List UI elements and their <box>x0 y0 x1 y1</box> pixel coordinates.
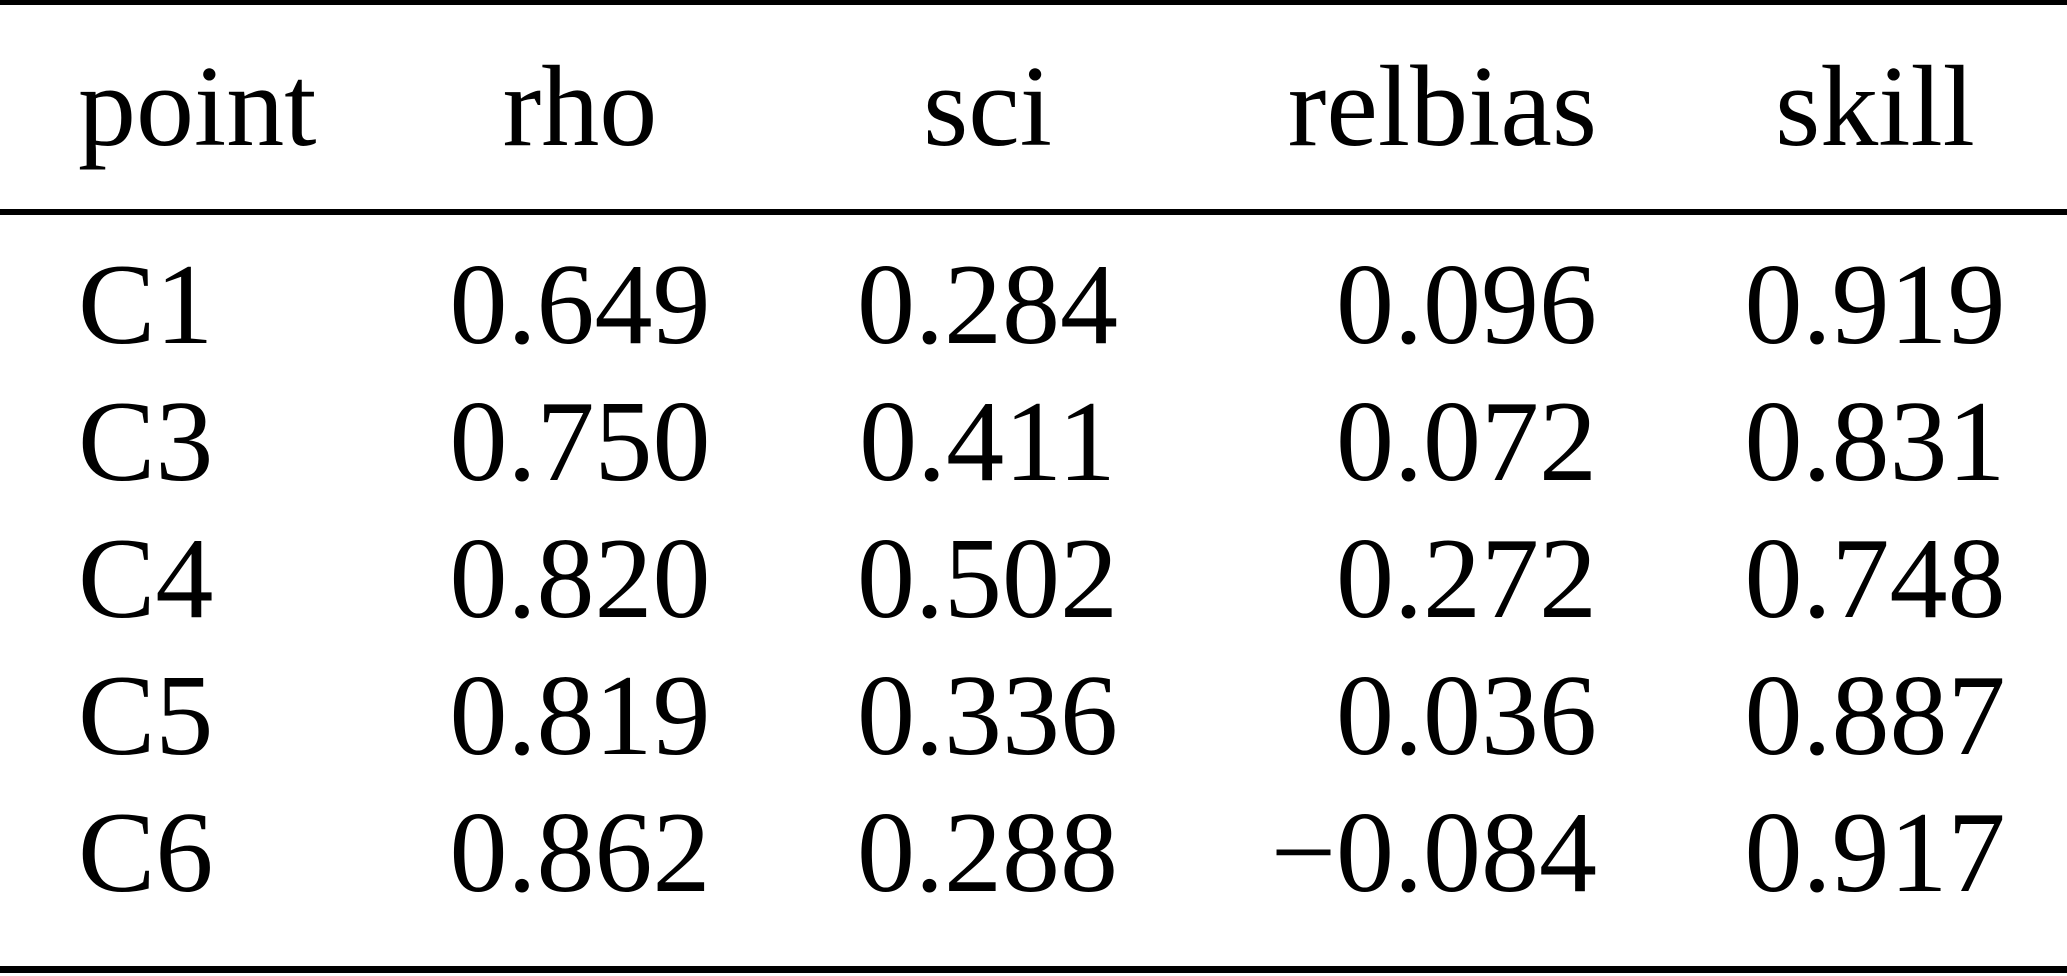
column-header-rho: rho <box>502 42 658 171</box>
cell-rho: 0.649 <box>449 241 711 369</box>
cell-point: C6 <box>78 789 214 917</box>
table-top-rule <box>0 0 2067 5</box>
cell-rho: 0.819 <box>449 652 711 780</box>
cell-skill: 0.887 <box>1744 652 2006 780</box>
cell-relbias: 0.036 <box>1336 652 1597 780</box>
table-row-c6: C6 0.862 0.288 −0.084 0.917 <box>0 785 2067 966</box>
cell-point: C1 <box>78 241 214 369</box>
column-header-skill: skill <box>1775 42 1975 171</box>
cell-rho: 0.750 <box>449 378 711 506</box>
table-row-c3: C3 0.750 0.411 0.072 0.831 <box>0 374 2067 511</box>
cell-skill: 0.748 <box>1744 515 2006 643</box>
header-row: point rho sci relbias skill <box>0 5 2067 212</box>
cell-relbias: 0.272 <box>1336 515 1597 643</box>
cell-rho: 0.820 <box>449 515 711 643</box>
table-row-c4: C4 0.820 0.502 0.272 0.748 <box>0 511 2067 648</box>
column-header-sci: sci <box>923 42 1052 171</box>
metrics-table: point rho sci relbias skill C1 0.649 0.2… <box>0 5 2067 966</box>
table-body: C1 0.649 0.284 0.096 0.919 C3 0.750 0.41… <box>0 212 2067 966</box>
cell-sci: 0.288 <box>857 789 1118 917</box>
cell-skill: 0.917 <box>1744 789 2006 917</box>
table-header: point rho sci relbias skill <box>0 5 2067 212</box>
cell-skill: 0.919 <box>1744 241 2006 369</box>
cell-point: C5 <box>78 652 214 780</box>
table-row-c1: C1 0.649 0.284 0.096 0.919 <box>0 212 2067 374</box>
cell-sci: 0.284 <box>857 241 1118 369</box>
cell-point: C4 <box>78 515 214 643</box>
cell-rho: 0.862 <box>449 789 711 917</box>
table-row-c5: C5 0.819 0.336 0.036 0.887 <box>0 648 2067 785</box>
cell-sci: 0.502 <box>857 515 1118 643</box>
cell-relbias: 0.072 <box>1336 378 1597 506</box>
cell-sci: 0.336 <box>857 652 1118 780</box>
cell-point: C3 <box>78 378 214 506</box>
cell-relbias: −0.084 <box>1270 789 1597 917</box>
cell-skill: 0.831 <box>1744 378 2006 506</box>
cell-sci: 0.411 <box>859 378 1116 506</box>
cell-relbias: 0.096 <box>1336 241 1597 369</box>
column-header-point: point <box>78 42 317 171</box>
column-header-relbias: relbias <box>1287 42 1597 171</box>
table-bottom-rule <box>0 966 2067 973</box>
